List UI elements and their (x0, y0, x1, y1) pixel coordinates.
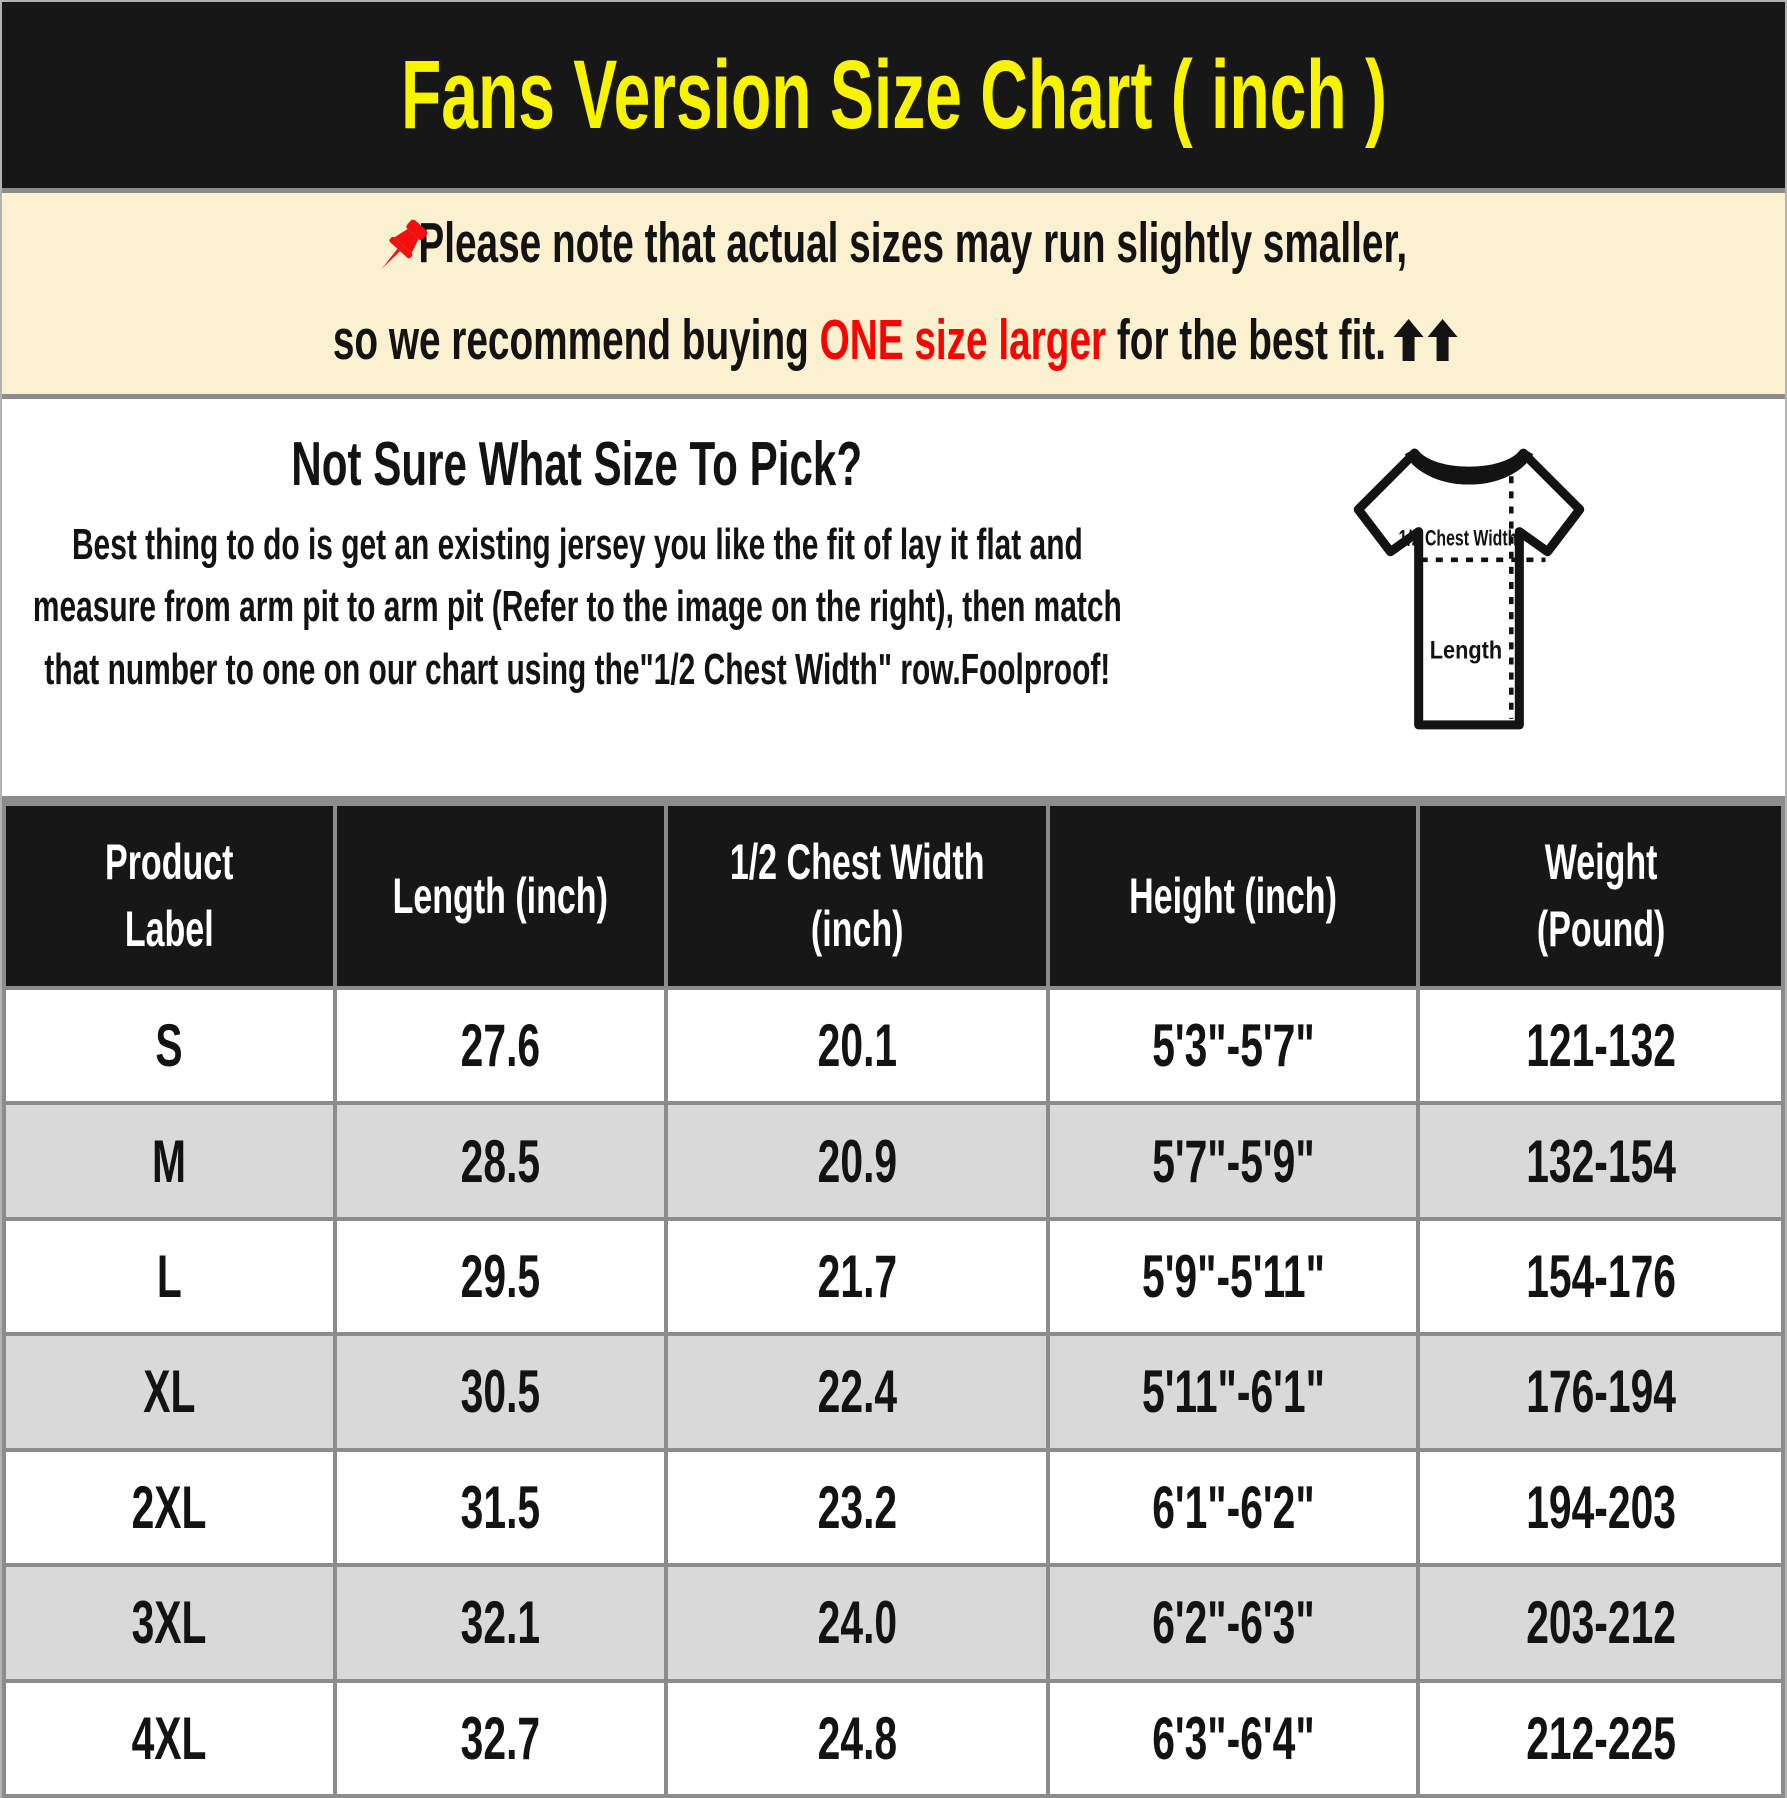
cell-weight: 132-154 (1416, 1101, 1785, 1221)
col-header-product-label: Product Label (2, 801, 337, 990)
size-help-body: Best thing to do is get an existing jers… (32, 520, 1122, 694)
cell-length: 32.1 (332, 1563, 668, 1683)
col-header-height: Height (inch) (1046, 801, 1421, 990)
size-help-section: Not Sure What Size To Pick? Best thing t… (2, 399, 1785, 801)
cell-length: 30.5 (332, 1332, 668, 1452)
cell-size-label: L (2, 1216, 337, 1337)
note-text-1: Please note that actual sizes may run sl… (418, 210, 1408, 275)
one-size-larger-highlight: ONE size larger (819, 307, 1107, 372)
cell-chest-width: 23.2 (663, 1447, 1051, 1568)
cell-length: 31.5 (332, 1447, 668, 1568)
cell-chest-width: 24.8 (663, 1678, 1051, 1798)
cell-height: 6'2"-6'3" (1046, 1563, 1421, 1683)
up-arrow-icon (1392, 313, 1426, 376)
pushpin-needle (382, 248, 401, 269)
cell-weight: 212-225 (1416, 1678, 1785, 1798)
title-bar: Fans Version Size Chart ( inch ) (2, 2, 1785, 193)
cell-chest-width: 22.4 (663, 1332, 1051, 1452)
cell-weight: 154-176 (1416, 1216, 1785, 1337)
cell-length: 27.6 (332, 985, 668, 1106)
cell-size-label: M (2, 1101, 337, 1221)
size-table-section: Product Label Length (inch) 1/2 Chest Wid… (2, 801, 1785, 1798)
col-header-length: Length (inch) (332, 801, 668, 990)
size-help-text: Not Sure What Size To Pick? Best thing t… (2, 399, 1152, 796)
cell-chest-width: 21.7 (663, 1216, 1051, 1337)
cell-length: 29.5 (332, 1216, 668, 1337)
cell-height: 6'3"-6'4" (1046, 1678, 1421, 1798)
table-row-m: M 28.5 20.9 5'7"-5'9" 132-154 (2, 1101, 1785, 1221)
cell-size-label: 2XL (2, 1447, 337, 1568)
shirt-collar (1404, 449, 1533, 485)
table-row-4xl: 4XL 32.7 24.8 6'3"-6'4" 212-225 (2, 1678, 1785, 1798)
note-line-2: so we recommend buying ONE size larger f… (69, 307, 1718, 376)
note-text-2-suffix: for the best fit. (1106, 307, 1387, 372)
cell-height: 5'7"-5'9" (1046, 1101, 1421, 1221)
cell-height: 5'3"-5'7" (1046, 985, 1421, 1106)
cell-weight: 176-194 (1416, 1332, 1785, 1452)
note-banner: Please note that actual sizes may run sl… (2, 193, 1785, 399)
pushpin-base (389, 236, 413, 259)
table-row-2xl: 2XL 31.5 23.2 6'1"-6'2" 194-203 (2, 1447, 1785, 1568)
cell-length: 28.5 (332, 1101, 668, 1221)
col-header-half-chest-width: 1/2 Chest Width (inch) (663, 801, 1051, 990)
table-row-xl: XL 30.5 22.4 5'11"-6'1" 176-194 (2, 1332, 1785, 1452)
table-row-l: L 29.5 21.7 5'9"-5'11" 154-176 (2, 1216, 1785, 1337)
table-header-row: Product Label Length (inch) 1/2 Chest Wid… (2, 801, 1785, 990)
length-label: Length (1429, 636, 1501, 664)
cell-weight: 203-212 (1416, 1563, 1785, 1683)
cell-size-label: S (2, 985, 337, 1106)
cell-size-label: XL (2, 1332, 337, 1452)
note-text-2-prefix: so we recommend buying (332, 307, 820, 372)
cell-size-label: 3XL (2, 1563, 337, 1683)
page-title: Fans Version Size Chart ( inch ) (400, 40, 1387, 149)
col-header-weight: Weight (Pound) (1416, 801, 1785, 990)
cell-height: 6'1"-6'2" (1046, 1447, 1421, 1568)
table-row-3xl: 3XL 32.1 24.0 6'2"-6'3" 203-212 (2, 1563, 1785, 1683)
cell-length: 32.7 (332, 1678, 668, 1798)
tshirt-diagram: 1/2 Chest Width Length (1152, 399, 1785, 796)
note-line-1: Please note that actual sizes may run sl… (137, 210, 1649, 291)
cell-weight: 194-203 (1416, 1447, 1785, 1568)
cell-chest-width: 20.9 (663, 1101, 1051, 1221)
tshirt-icon: 1/2 Chest Width Length (1353, 448, 1584, 730)
cell-size-label: 4XL (2, 1678, 337, 1798)
pushpin-head (406, 219, 428, 240)
shirt-outline (1353, 448, 1584, 730)
cell-height: 5'11"-6'1" (1046, 1332, 1421, 1452)
cell-weight: 121-132 (1416, 985, 1785, 1106)
pushpin-icon (352, 206, 442, 298)
cell-height: 5'9"-5'11" (1046, 1216, 1421, 1337)
table-row-s: S 27.6 20.1 5'3"-5'7" 121-132 (2, 985, 1785, 1106)
cell-chest-width: 24.0 (663, 1563, 1051, 1683)
cell-chest-width: 20.1 (663, 985, 1051, 1106)
size-table: Product Label Length (inch) 1/2 Chest Wid… (2, 801, 1785, 1798)
chest-width-label: 1/2 Chest Width (1398, 526, 1517, 551)
up-arrow-icon (1426, 313, 1460, 376)
size-help-heading: Not Sure What Size To Pick? (291, 430, 863, 499)
pushpin-body (394, 228, 419, 253)
